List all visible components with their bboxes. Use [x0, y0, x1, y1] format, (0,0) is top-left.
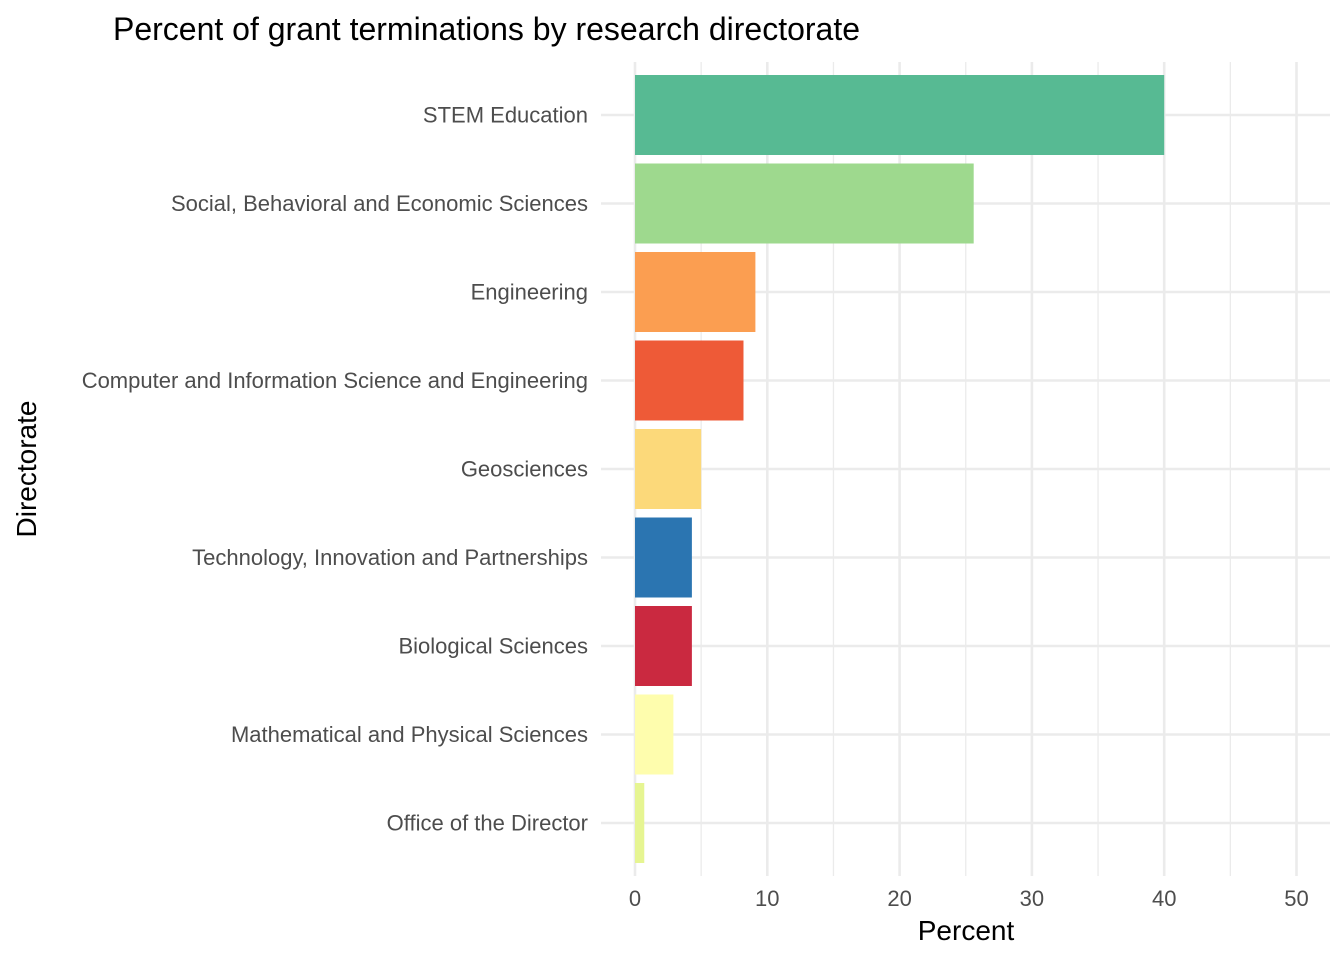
bar: [635, 517, 692, 598]
y-axis-title: Directorate: [11, 401, 42, 538]
y-tick-label: Mathematical and Physical Sciences: [231, 722, 588, 747]
y-tick-label: STEM Education: [423, 103, 588, 128]
y-tick-label: Engineering: [471, 280, 588, 305]
bar: [635, 606, 692, 686]
x-tick-label: 10: [755, 886, 779, 911]
bar: [635, 340, 744, 421]
x-tick-label: 0: [629, 886, 641, 911]
chart-title: Percent of grant terminations by researc…: [113, 11, 860, 47]
x-axis-title: Percent: [918, 915, 1015, 946]
y-tick-label: Biological Sciences: [398, 634, 588, 659]
x-tick-label: 20: [887, 886, 911, 911]
bar: [635, 75, 1165, 155]
bar: [635, 163, 974, 244]
bars: [635, 75, 1165, 863]
x-tick-labels: 0 10 20 30 40 50: [629, 886, 1309, 911]
y-tick-label: Technology, Innovation and Partnerships: [192, 545, 588, 570]
x-tick-label: 30: [1020, 886, 1044, 911]
bar: [635, 252, 756, 332]
bar: [635, 694, 674, 775]
y-tick-label: Geosciences: [461, 457, 588, 482]
bar: [635, 783, 645, 863]
y-tick-labels: STEM Education Social, Behavioral and Eco…: [82, 103, 588, 836]
y-tick-label: Computer and Information Science and Eng…: [82, 368, 588, 393]
bar: [635, 429, 702, 509]
x-tick-label: 50: [1284, 886, 1308, 911]
y-tick-label: Office of the Director: [387, 811, 588, 836]
x-tick-label: 40: [1152, 886, 1176, 911]
y-tick-label: Social, Behavioral and Economic Sciences: [171, 191, 588, 216]
